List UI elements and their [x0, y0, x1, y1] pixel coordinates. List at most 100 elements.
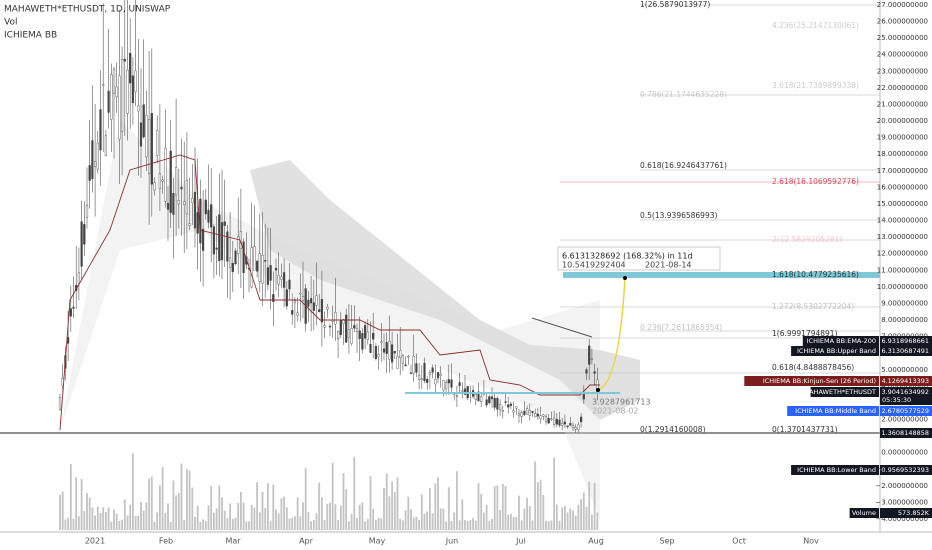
volume-bar — [277, 513, 280, 530]
candle-body — [337, 331, 340, 340]
price-tick-label: 25.000000000 — [877, 34, 928, 42]
volume-bar — [318, 482, 321, 530]
kijun-line — [59, 154, 600, 431]
candle-body — [544, 416, 548, 422]
volume-bar — [294, 516, 296, 530]
price-tick-label: 20.000000000 — [877, 117, 928, 125]
candle-body — [345, 314, 348, 343]
price-badge — [880, 336, 932, 346]
price-tick-label: 24.000000000 — [877, 51, 928, 59]
volume-bar — [402, 520, 404, 530]
candle-body — [201, 228, 205, 251]
volume-bar — [434, 483, 437, 530]
badge-name-box — [810, 387, 879, 397]
time-tick-label: Oct — [732, 537, 746, 546]
badge-value: 6.3130687491 — [881, 347, 929, 355]
volume-bar — [523, 508, 526, 530]
badge-value: 1.3608148858 — [881, 429, 929, 437]
volume-bar — [321, 497, 323, 530]
candle-body — [131, 75, 134, 104]
volume-bar — [323, 520, 326, 530]
volume-bar — [326, 503, 329, 530]
volume-bar — [407, 496, 410, 530]
candle-body — [450, 379, 453, 388]
volume-bar — [80, 479, 83, 530]
volume-bar — [172, 480, 175, 530]
candle-body — [412, 355, 415, 374]
volume-bar — [156, 512, 159, 530]
candle-body — [355, 328, 359, 332]
volume-bar — [542, 495, 545, 530]
volume-bar — [477, 482, 480, 530]
candle-body — [509, 403, 512, 406]
volume-bar — [437, 477, 439, 530]
candle-body — [191, 197, 194, 203]
badge-value: 3.9041634992 — [881, 388, 929, 396]
candle-body — [223, 221, 226, 226]
candle-body — [423, 362, 426, 382]
candle-body — [504, 401, 507, 403]
volume-bar — [553, 457, 555, 530]
price-tick-label: 17.000000000 — [877, 167, 928, 175]
candle-body — [501, 410, 504, 412]
volume-bar — [491, 519, 493, 530]
volume-bar — [264, 508, 267, 530]
price-tick-label: 8.000000000 — [881, 316, 928, 324]
candle-body — [83, 224, 86, 245]
volume-bar — [99, 513, 102, 530]
volume-bar — [353, 456, 356, 530]
price-tick-label: −4.000000000 — [875, 515, 928, 523]
volume-bar — [64, 519, 67, 530]
volume-bar — [213, 512, 215, 530]
candle-body — [218, 214, 221, 261]
candle-body — [407, 355, 410, 358]
projection-curve — [597, 277, 626, 391]
volume-bar — [302, 502, 304, 530]
volume-bar — [588, 481, 591, 530]
price-tick-label: 15.000000000 — [877, 200, 928, 208]
volume-bar — [545, 520, 547, 530]
candle-body — [563, 421, 566, 425]
candle-body — [264, 260, 267, 262]
candle-body — [280, 276, 283, 280]
candle-body — [369, 343, 372, 353]
volume-bar — [534, 461, 537, 530]
volume-bar — [334, 504, 337, 530]
volume-bar — [566, 512, 569, 530]
volume-bar — [507, 514, 510, 530]
volume-bar — [388, 496, 391, 530]
badge-name: ICHIEMA BB:EMA-200 — [807, 337, 876, 345]
candle-body — [72, 306, 75, 309]
candle-body — [393, 350, 396, 354]
candle-body — [118, 75, 121, 140]
volume-bar — [423, 513, 426, 530]
candle-body — [571, 425, 575, 428]
volume-bar — [561, 507, 564, 530]
candle-body — [507, 404, 510, 408]
volume-bar — [329, 502, 331, 530]
candle-body — [88, 165, 91, 181]
volume-bar — [472, 517, 474, 530]
volume-bar — [288, 518, 291, 530]
candle-body — [574, 427, 577, 430]
volume-bar — [223, 510, 226, 530]
candle-body — [493, 397, 496, 408]
volume-bar — [164, 513, 167, 530]
volume-bar — [372, 508, 375, 530]
volume-bar — [504, 486, 507, 530]
volume-bar — [96, 506, 99, 530]
volume-bar — [339, 505, 342, 530]
candle-body — [234, 250, 237, 265]
candle-body — [442, 380, 445, 391]
volume-bar — [115, 513, 118, 530]
volume-bar — [393, 492, 396, 530]
volume-bar — [383, 488, 385, 530]
candle-body — [561, 423, 564, 426]
ichimoku-cloud — [250, 160, 640, 420]
volume-bar — [234, 517, 237, 530]
candle-body — [261, 254, 264, 284]
volume-bar — [188, 470, 191, 530]
volume-bar — [123, 499, 126, 530]
volume-bar — [410, 509, 412, 530]
